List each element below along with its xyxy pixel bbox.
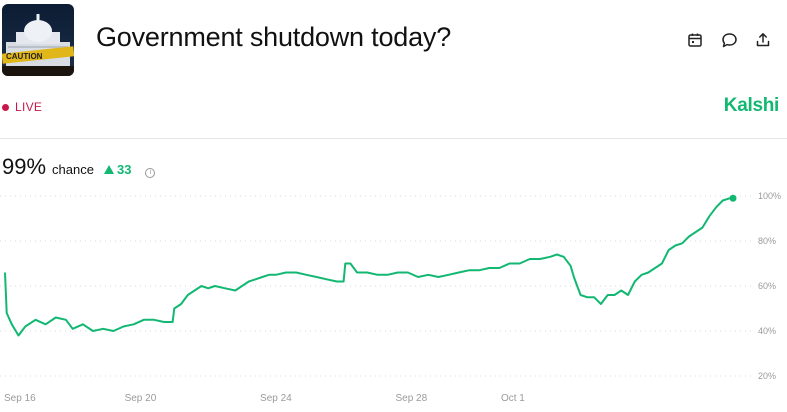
probability-change-value: 33 — [116, 162, 132, 177]
y-tick-label: 80% — [758, 236, 776, 246]
brand-logo[interactable]: Kalshi — [723, 95, 780, 116]
x-tick-label: Oct 1 — [501, 393, 525, 404]
live-indicator: LIVE — [2, 100, 42, 114]
y-tick-label: 60% — [758, 281, 776, 291]
calendar-icon — [688, 33, 702, 47]
info-icon[interactable]: i — [145, 167, 156, 178]
y-tick-label: 20% — [758, 371, 776, 381]
comment-icon — [721, 32, 737, 47]
page-title: Government shutdown today? — [96, 22, 452, 52]
x-tick-label: Sep 28 — [395, 393, 427, 404]
share-icon — [756, 33, 770, 47]
share-button[interactable] — [753, 30, 773, 50]
probability-label: chance — [52, 162, 94, 177]
capitol-image-icon: CAUTION — [2, 4, 74, 76]
probability-stat: 99% chance 33 i — [2, 154, 156, 180]
thumbnail-caption: CAUTION — [6, 52, 43, 61]
up-arrow-icon — [103, 165, 114, 174]
comment-button[interactable] — [719, 30, 739, 50]
series-end-point — [729, 194, 737, 202]
x-tick-label: Sep 16 — [4, 393, 36, 404]
probability-chart: 100% 80% 60% 40% 20% Sep 16 Sep 20 Sep 24 Sep 28… — [0, 191, 781, 404]
calendar-button[interactable] — [685, 30, 705, 50]
market-thumbnail: CAUTION — [2, 4, 74, 76]
x-tick-label: Sep 20 — [125, 393, 157, 404]
y-tick-label: 40% — [758, 326, 776, 336]
divider — [0, 138, 787, 139]
live-label: LIVE — [15, 100, 43, 114]
live-dot-icon — [2, 103, 9, 111]
header-actions — [685, 30, 773, 50]
probability-change: 33 — [103, 162, 132, 177]
probability-value: 99% — [2, 154, 47, 179]
x-tick-label: Sep 24 — [260, 393, 292, 404]
series-line — [4, 197, 733, 337]
y-tick-label: 100% — [758, 191, 781, 201]
